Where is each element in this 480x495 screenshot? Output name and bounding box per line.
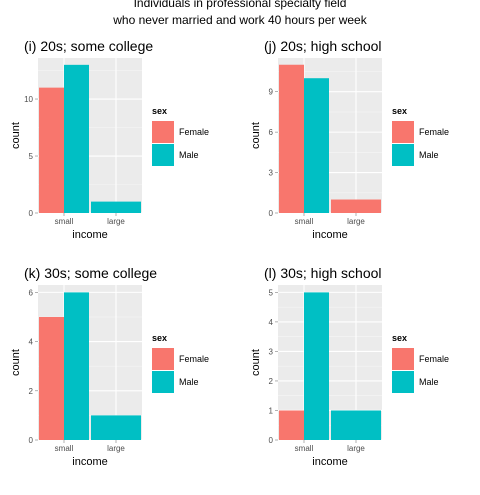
panel-l: (l) 30s; high school 0 1 2 3 4 5 small large inc… <box>240 265 480 495</box>
legend-item-male: Male <box>392 143 449 166</box>
y-tick-label: 2 <box>29 387 34 396</box>
panel-k: (k) 30s; some college 0 2 4 6 small large inco… <box>0 265 240 495</box>
panel-i: (i) 20s; some college 0 5 10 small large inco… <box>0 38 240 268</box>
y-tick-label: 0 <box>29 436 34 445</box>
legend-key-female <box>392 120 414 143</box>
panel-title: (l) 30s; high school <box>264 265 382 281</box>
y-tick-label: 0 <box>269 436 274 445</box>
y-tick-label: 1 <box>269 406 274 415</box>
x-tick-label: large <box>107 217 125 226</box>
panel-j: (j) 20s; high school 0 3 6 9 small large incom… <box>240 38 480 268</box>
legend-title: sex <box>392 333 408 343</box>
legend-label-male: Male <box>179 149 199 160</box>
bar-male <box>91 201 141 213</box>
legend-label-female: Female <box>179 353 210 364</box>
legend-item-male: Male <box>392 370 449 393</box>
legend-label-female: Female <box>419 126 450 137</box>
y-tick-label: 9 <box>269 88 274 97</box>
legend-key-male <box>152 143 174 166</box>
legend-item-male: Male <box>152 370 209 393</box>
bar-female <box>279 410 304 440</box>
y-tick-label: 6 <box>269 128 274 137</box>
legend-label-male: Male <box>179 376 199 387</box>
legend-key-female <box>152 347 174 370</box>
y-tick-label: 3 <box>269 169 274 178</box>
legend-item-female: Female <box>152 347 209 370</box>
x-tick-label: small <box>55 444 74 453</box>
bar-male <box>304 292 329 440</box>
x-tick-label: large <box>347 217 365 226</box>
y-axis-title: count <box>10 349 22 376</box>
y-tick-label: 5 <box>29 152 34 161</box>
y-axis-title: count <box>250 349 262 376</box>
legend-title: sex <box>152 106 168 116</box>
bar-male <box>331 410 381 440</box>
y-axis-title: count <box>10 122 22 149</box>
legend-item-male: Male <box>152 143 209 166</box>
legend-key-male <box>152 370 174 393</box>
legend-label-male: Male <box>419 376 439 387</box>
x-axis-title: income <box>72 229 107 241</box>
legend: sex Female Male <box>392 333 449 393</box>
y-axis-title: count <box>250 122 262 149</box>
x-tick-label: small <box>295 444 314 453</box>
bar-male <box>64 292 89 440</box>
y-tick-label: 5 <box>269 288 274 297</box>
bar-male <box>64 64 89 214</box>
bar-female <box>331 199 381 213</box>
legend: sex Female Male <box>392 106 449 166</box>
x-axis-title: income <box>312 229 347 241</box>
legend-item-female: Female <box>392 347 449 370</box>
x-axis-title: income <box>72 456 107 468</box>
legend-item-female: Female <box>152 120 209 143</box>
legend-key-female <box>392 347 414 370</box>
y-tick-label: 0 <box>29 209 34 218</box>
legend-key-male <box>392 143 414 166</box>
bar-male <box>304 78 329 213</box>
x-tick-label: small <box>295 217 314 226</box>
y-tick-label: 4 <box>29 338 34 347</box>
legend-item-female: Female <box>392 120 449 143</box>
legend-title: sex <box>152 333 168 343</box>
legend-label-male: Male <box>419 149 439 160</box>
figure-title-line-1: Individuals in professional specialty fi… <box>133 0 347 10</box>
legend-label-female: Female <box>419 353 450 364</box>
x-tick-label: large <box>107 444 125 453</box>
y-tick-label: 0 <box>269 209 274 218</box>
legend: sex Female Male <box>152 333 209 393</box>
x-axis-title: income <box>312 456 347 468</box>
legend-title: sex <box>392 106 408 116</box>
y-tick-label: 10 <box>24 95 33 104</box>
panel-title: (k) 30s; some college <box>24 265 158 281</box>
legend-label-female: Female <box>179 126 210 137</box>
bar-female <box>39 316 64 440</box>
x-tick-label: large <box>347 444 365 453</box>
y-tick-label: 2 <box>269 377 274 386</box>
bar-female <box>39 87 64 213</box>
panel-title: (j) 20s; high school <box>264 38 382 54</box>
y-tick-label: 4 <box>269 318 274 327</box>
panel-title: (i) 20s; some college <box>24 38 154 54</box>
legend-key-female <box>152 120 174 143</box>
y-tick-label: 3 <box>269 347 274 356</box>
figure-title-line-2: who never married and work 40 hours per … <box>113 13 367 27</box>
bar-female <box>279 64 304 213</box>
legend: sex Female Male <box>152 106 209 166</box>
legend-key-male <box>392 370 414 393</box>
x-tick-label: small <box>55 217 74 226</box>
bar-male <box>91 415 141 440</box>
y-tick-label: 6 <box>29 288 34 297</box>
